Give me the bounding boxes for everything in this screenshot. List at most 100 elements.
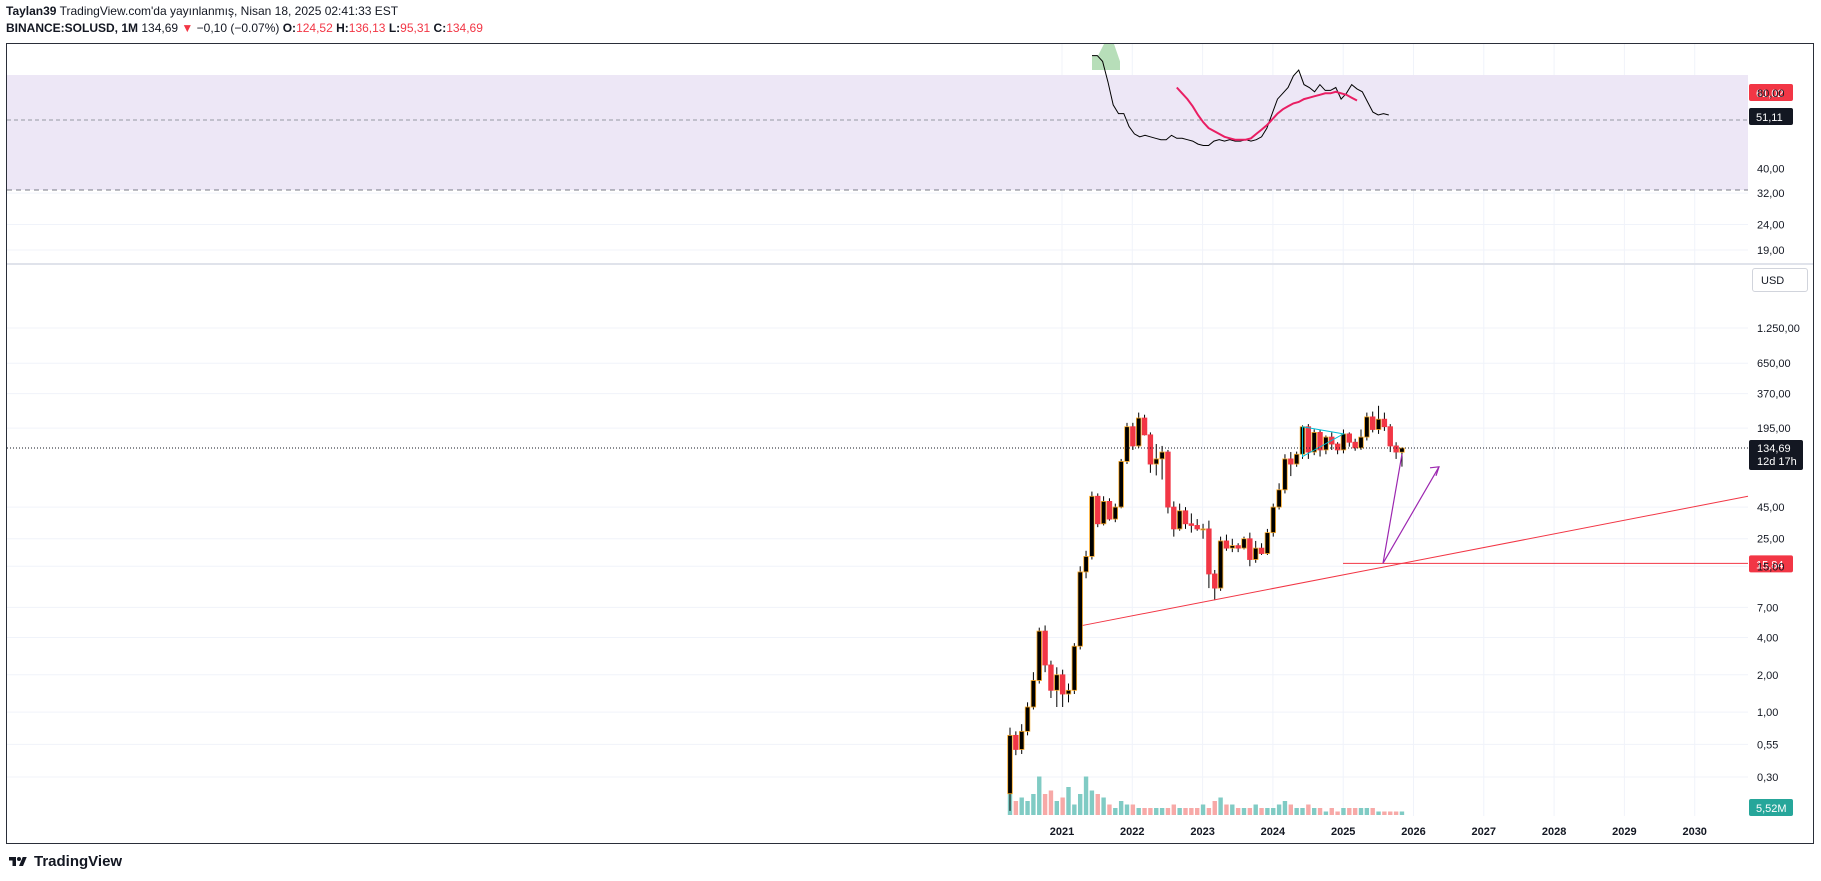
candle-up [1083,556,1089,573]
candle-down [1258,547,1265,554]
volume-bar [1013,801,1019,815]
high-value: 136,13 [348,21,386,35]
candle-down [1130,426,1136,447]
x-tick-label: 2029 [1612,826,1636,838]
volume-tag [1749,799,1793,816]
volume-bar [1364,808,1370,815]
candle-down [1141,417,1148,436]
volume-bar [1154,808,1159,815]
x-tick-label: 2026 [1401,826,1425,838]
volume-bar [1159,808,1165,815]
open-label: O: [282,21,297,35]
candle-up [1007,734,1013,795]
candle-up [1136,417,1142,447]
candle-up [1153,458,1159,465]
x-tick-label: 2021 [1050,826,1074,838]
x-tick-label: 2028 [1542,826,1566,838]
close-value: 134,69 [446,21,483,35]
volume-tag-label: 5,52M [1756,803,1787,815]
rsi-tick-label: 80,00 [1757,88,1785,100]
volume-bar [1388,811,1393,815]
price-change: −0,10 (−0.07%) [196,21,280,35]
tradingview-logo-icon [9,856,27,866]
tradingview-footer: TradingView [6,853,122,870]
volume-bar [1031,794,1036,815]
rsi-pane: 61,02 51,11 [7,44,1793,191]
low-value: 95,31 [400,21,431,35]
volume-bar [1136,808,1141,815]
volume-bar [1066,787,1071,815]
published-text: TradingView.com'da yayınlanmış, Nisan 18… [59,4,399,18]
volume-bar [1042,794,1048,815]
open-value: 124,52 [296,21,333,35]
volume-bar [1019,797,1024,815]
price-tick-label: 0,30 [1757,772,1778,784]
candle-up [1253,547,1259,560]
rsi-value-tag [1749,108,1793,125]
volume-bar [1288,804,1293,815]
last-price-tag-label: 134,69 [1757,443,1791,455]
volume-bar [1142,808,1147,815]
volume-bar [1253,804,1258,815]
publish-info: Taylan39 TradingView.com'da yayınlanmış,… [6,4,398,18]
low-label: L: [388,21,401,35]
candle-down [1212,573,1218,589]
level-tag [1749,555,1793,573]
candle-up [1311,431,1317,453]
projection-path [1382,454,1440,564]
candle-down [1182,510,1189,525]
candle-up [1071,645,1078,691]
high-label: H: [336,21,349,35]
rsi-tick-label: 19,00 [1757,245,1785,257]
ohlc-legend: BINANCE:SOLUSD, 1M 134,69 ▼ −0,10 (−0.07… [6,21,483,35]
chart-frame[interactable] [6,43,1814,844]
countdown-label: 12d 17h [1757,456,1797,468]
volume-bar [1235,808,1241,815]
candle-up [1118,461,1124,508]
volume-bar [1072,804,1077,815]
volume-bar [1393,811,1399,815]
close-label: C: [433,21,447,35]
volume-bar [1206,808,1212,815]
volume-bar [1312,808,1317,815]
candle-up [1054,674,1060,691]
price-tick-label: 195,00 [1757,423,1791,435]
volume-bar [1113,808,1118,815]
volume-bar [1370,808,1375,815]
rsi-value-tag [1749,84,1793,101]
candle-down [1223,540,1230,549]
volume-bar [1399,811,1405,815]
last-price-tag [1749,440,1803,471]
candle-down [1393,445,1399,453]
volume-bar [1329,808,1334,815]
volume-bar [1060,797,1065,815]
volume-bar [1212,801,1217,815]
candle-up [1358,436,1364,449]
volume-bar [1247,808,1253,815]
candle-up [1100,501,1107,525]
candle-down [1042,630,1048,666]
author-name[interactable]: Taylan39 [6,4,57,18]
candle-up [1176,510,1183,530]
rsi-value-tag-label: 61,02 [1756,88,1784,100]
level-tag-label: 15,84 [1756,559,1784,571]
candle-down [1288,458,1294,465]
candle-down [1370,416,1376,430]
candle-down [1194,525,1200,530]
candle-up [1217,540,1224,589]
volume-bar [1095,794,1100,815]
candle-up [1159,451,1165,460]
currency-button[interactable]: USD [1752,268,1808,292]
candle-up [1229,545,1235,549]
symbol-label[interactable]: BINANCE:SOLUSD, 1M [6,21,139,35]
volume-bar [1294,808,1299,815]
volume-bar [1083,776,1089,815]
price-tick-label: 2,00 [1757,670,1778,682]
volume-bar [1271,808,1276,815]
candle-up [1112,506,1118,520]
rsi-tick-label: 32,00 [1757,188,1785,200]
volume-bar [1048,790,1054,815]
volume-bar [1259,808,1264,815]
volume-bar [1183,808,1188,815]
